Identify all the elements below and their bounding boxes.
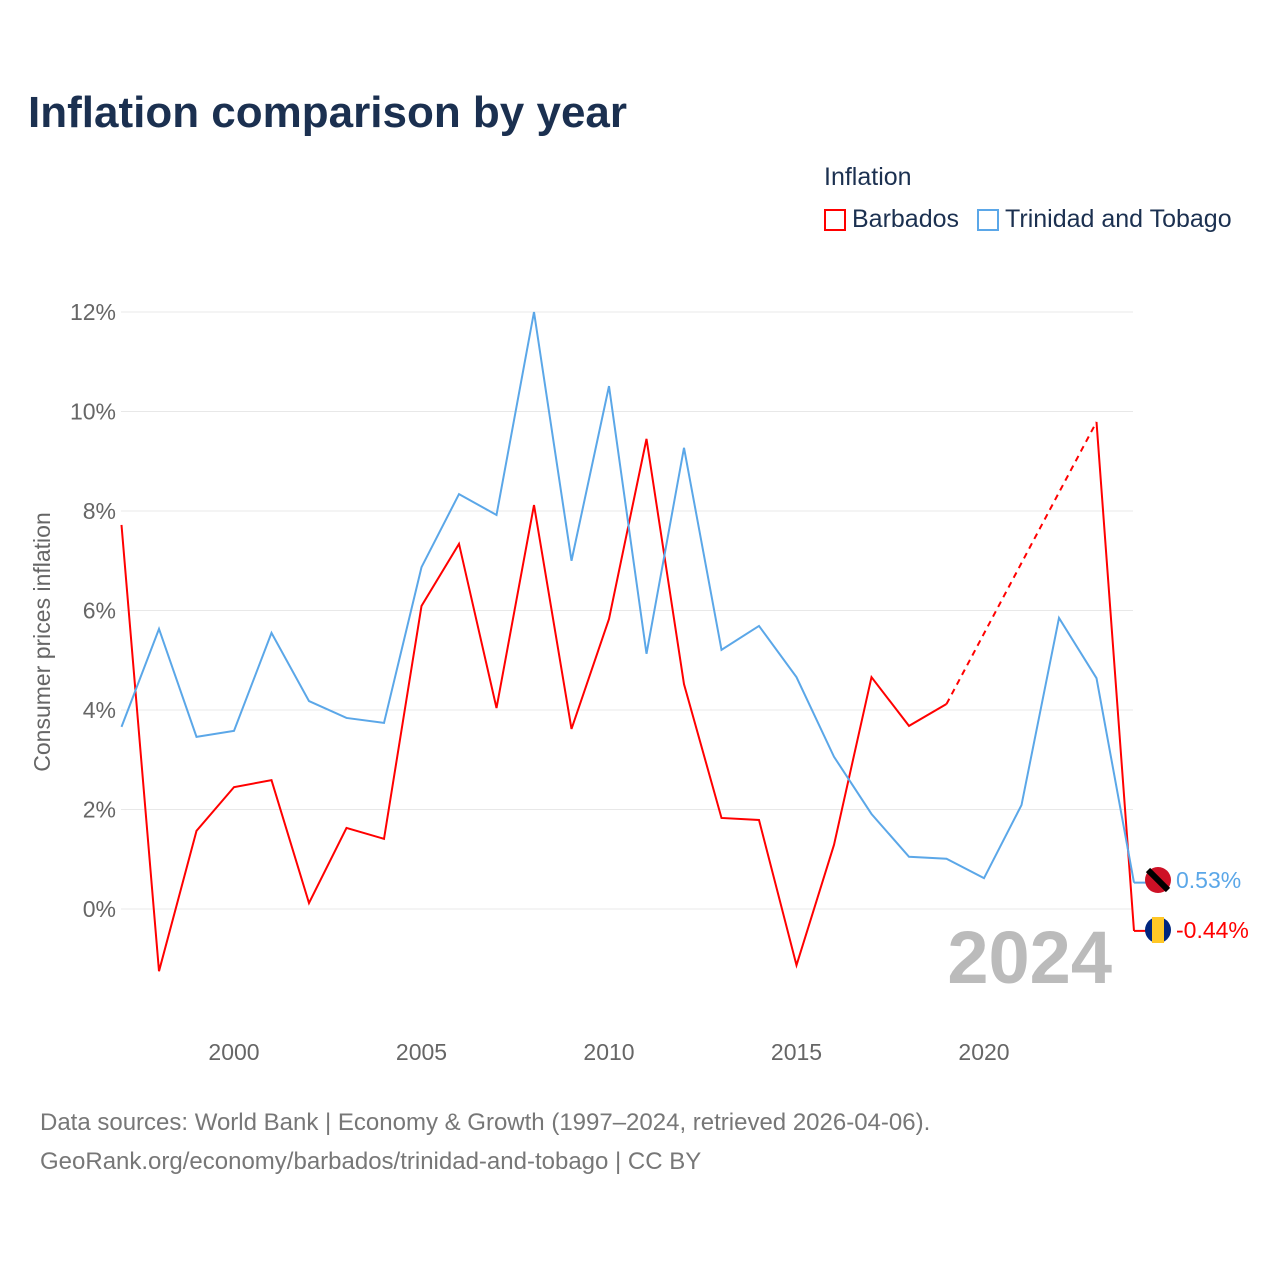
end-value-label: -0.44% [1176, 917, 1249, 943]
source-line-1: Data sources: World Bank | Economy & Gro… [40, 1109, 931, 1136]
y-tick-label: 0% [83, 896, 116, 922]
legend: Barbados Trinidad and Tobago [824, 205, 1232, 234]
chart-title: Inflation comparison by year [28, 88, 628, 137]
source-line-2: GeoRank.org/economy/barbados/trinidad-an… [40, 1148, 702, 1175]
legend-swatch [977, 208, 1000, 231]
y-tick-label: 8% [83, 498, 116, 524]
legend-label: Barbados [852, 205, 960, 233]
x-tick-label: 2005 [396, 1039, 447, 1065]
y-tick-label: 6% [83, 598, 116, 624]
series-line-0 [120, 421, 1135, 972]
gap-line [945, 421, 1098, 705]
series-line-1 [120, 311, 1135, 883]
flag-stripe [1145, 867, 1171, 893]
y-tick-label: 4% [83, 697, 116, 723]
legend-swatch [824, 208, 846, 231]
x-tick-label: 2020 [958, 1039, 1009, 1065]
x-tick-label: 2015 [771, 1039, 822, 1065]
x-tick-label: 2000 [208, 1039, 259, 1065]
y-tick-label: 2% [83, 797, 116, 823]
x-tick-label: 2010 [583, 1039, 634, 1065]
flag-stripe [1152, 917, 1164, 943]
y-axis-label: Consumer prices inflation [29, 512, 55, 772]
legend-label: Trinidad and Tobago [1005, 205, 1232, 233]
y-tick-label: 10% [70, 399, 116, 425]
legend-title: Inflation [824, 163, 912, 191]
end-value-label: 0.53% [1176, 867, 1241, 893]
legend-item-barbados[interactable]: Barbados [824, 205, 959, 234]
year-watermark: 2024 [947, 916, 1112, 999]
y-tick-label: 12% [70, 299, 116, 325]
legend-item-trinidad[interactable]: Trinidad and Tobago [977, 205, 1232, 234]
